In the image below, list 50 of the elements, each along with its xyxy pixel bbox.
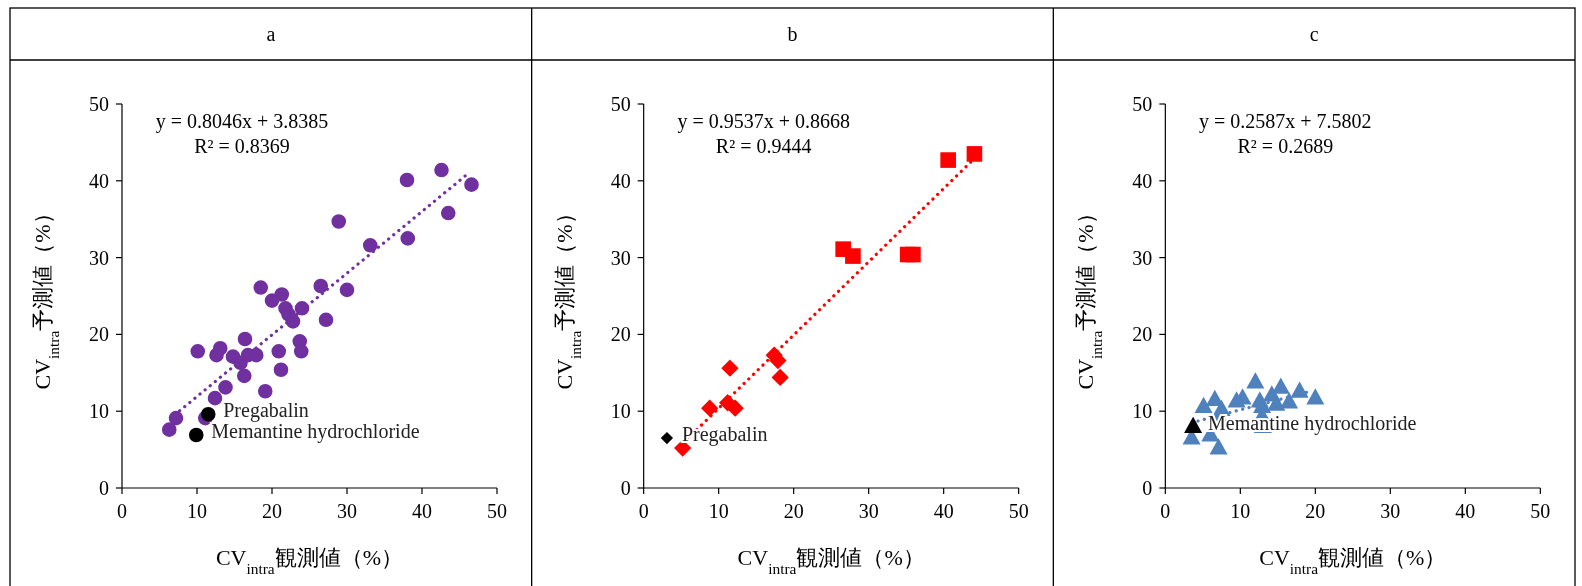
x-tick-label: 20 (783, 500, 804, 522)
x-tick-label: 40 (1455, 500, 1476, 522)
x-axis-title: CV$_{intra}$観測値（%） (737, 545, 925, 577)
y-tick-label: 20 (89, 323, 109, 346)
annotation: y = 0.8046x + 3.8385 (155, 110, 329, 133)
chart-title: b (787, 23, 798, 45)
y-tick-label: 50 (89, 93, 109, 115)
y-tick-label: 50 (1132, 93, 1153, 115)
x-tick-label: 30 (337, 500, 357, 522)
x-tick-label: 50 (1008, 500, 1029, 522)
y-tick-label: 40 (89, 169, 109, 192)
x-tick-label: 10 (708, 500, 729, 522)
x-tick-label: 0 (638, 500, 649, 522)
chart-title: c (1309, 23, 1319, 45)
annotation: R² = 0.8369 (194, 135, 290, 157)
annotation: R² = 0.2689 (1237, 135, 1334, 157)
x-axis-title: CV$_{intra}$観測値（%） (215, 545, 404, 577)
y-tick-label: 50 (610, 93, 631, 115)
x-tick-label: 0 (117, 500, 127, 522)
x-tick-label: 40 (933, 500, 954, 522)
x-tick-label: 30 (1380, 500, 1401, 522)
x-tick-label: 30 (858, 500, 879, 522)
x-tick-label: 10 (187, 500, 207, 522)
annotation: Pregabalin (681, 423, 768, 447)
y-tick-label: 0 (99, 477, 109, 499)
annotation: Pregabalin (223, 399, 309, 423)
y-tick-label: 20 (1132, 323, 1153, 346)
x-tick-label: 20 (1305, 500, 1326, 522)
annotation: R² = 0.9444 (715, 135, 812, 157)
y-tick-label: 0 (1142, 477, 1153, 499)
annotation: y = 0.9537x + 0.8668 (677, 110, 850, 133)
annotation: y = 0.2587x + 7.5802 (1199, 110, 1372, 133)
y-tick-label: 30 (89, 246, 109, 269)
x-tick-label: 50 (1530, 500, 1551, 522)
x-tick-label: 40 (412, 500, 432, 522)
x-tick-label: 10 (1230, 500, 1251, 522)
y-tick-label: 40 (610, 169, 631, 192)
chart-title: a (266, 23, 276, 45)
y-tick-label: 0 (620, 477, 631, 499)
y-tick-label: 30 (610, 246, 631, 269)
y-tick-label: 10 (610, 400, 631, 423)
x-tick-label: 20 (262, 500, 282, 522)
y-tick-label: 40 (1132, 169, 1153, 192)
y-tick-label: 30 (1132, 246, 1153, 269)
y-tick-label: 10 (89, 400, 109, 423)
y-tick-label: 10 (1132, 400, 1153, 423)
x-axis-title: CV$_{intra}$観測値（%） (1259, 545, 1447, 577)
x-tick-label: 0 (1160, 500, 1171, 522)
x-tick-label: 50 (487, 500, 507, 522)
y-tick-label: 20 (610, 323, 631, 346)
